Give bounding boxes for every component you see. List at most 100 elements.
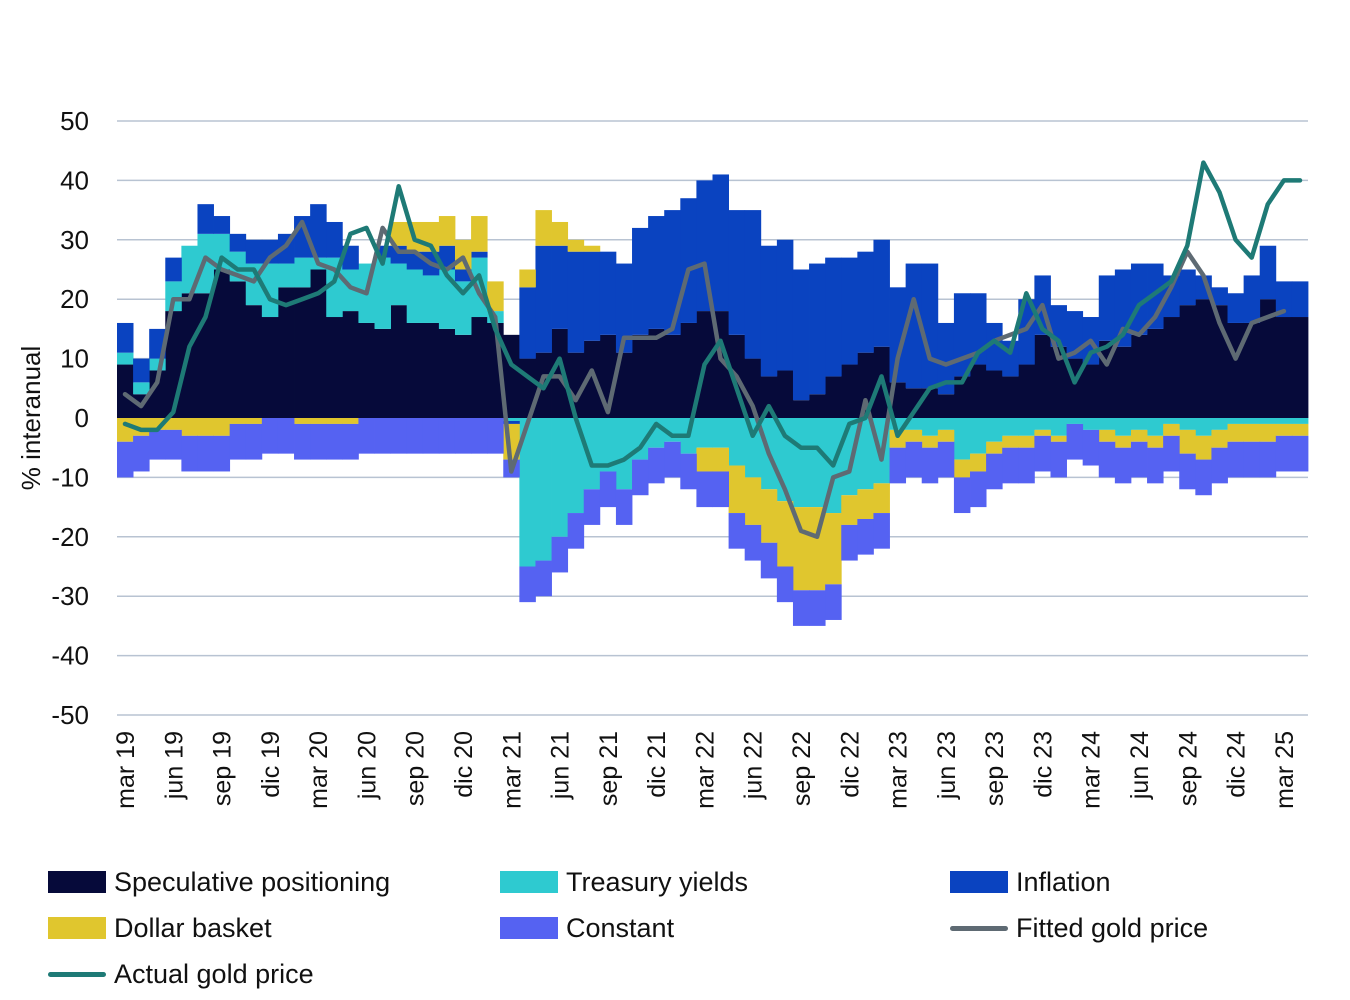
bar-dollar-basket [117, 418, 134, 442]
legend-item-speculative-positioning: Speculative positioning [48, 862, 390, 902]
bar-treasury-yields [599, 418, 617, 472]
bar-constant [873, 513, 890, 549]
y-tick-label: 20 [60, 284, 89, 314]
bar-speculative-positioning [229, 281, 247, 418]
bar-constant [1163, 435, 1180, 472]
bar-constant [229, 423, 247, 460]
bar-constant [1291, 435, 1309, 472]
bar-speculative-positioning [1163, 317, 1180, 418]
bar-constant [857, 518, 874, 555]
bar-dollar-basket [1211, 429, 1228, 448]
y-tick-label: -20 [51, 522, 89, 552]
bar-speculative-positioning [664, 334, 681, 418]
bar-treasury-yields [1002, 418, 1019, 436]
bar-treasury-yields [277, 263, 295, 288]
bar-constant [583, 489, 601, 525]
bar-inflation [792, 269, 810, 401]
bar-dollar-basket [1243, 423, 1261, 442]
bar-speculative-positioning [438, 328, 456, 418]
bar-speculative-positioning [454, 334, 472, 418]
bar-speculative-positioning [792, 400, 810, 418]
bar-inflation [1098, 275, 1116, 341]
y-tick-label: 10 [60, 344, 89, 374]
bar-inflation [1243, 275, 1261, 323]
legend-item-fitted-gold-price: Fitted gold price [950, 908, 1208, 948]
bar-dollar-basket [326, 418, 343, 424]
y-tick-label: -10 [51, 462, 89, 492]
bar-dollar-basket [1195, 435, 1212, 460]
bar-treasury-yields [583, 418, 601, 490]
line-actual-gold-price [122, 160, 1303, 468]
bar-constant [986, 453, 1003, 490]
bar-constant [1211, 447, 1228, 484]
legend-label: Fitted gold price [1016, 912, 1209, 943]
bar-constant [1050, 441, 1067, 478]
bar-speculative-positioning [1243, 322, 1261, 418]
bar-inflation [680, 198, 697, 323]
bar-treasury-yields [696, 418, 713, 448]
bar-constant [615, 489, 633, 525]
bar-treasury-yields [294, 257, 311, 288]
bar-treasury-yields [471, 257, 488, 318]
bar-speculative-positioning [294, 287, 311, 418]
bar-speculative-positioning [1018, 364, 1035, 418]
bar-constant [1002, 447, 1019, 484]
bar-treasury-yields [519, 418, 536, 567]
bar-treasury-yields [728, 418, 746, 466]
bar-constant [1147, 447, 1164, 484]
bar-dollar-basket [197, 418, 214, 436]
legend-label: Treasury yields [566, 866, 749, 897]
bar-constant [1130, 441, 1148, 478]
bar-constant [1227, 441, 1245, 478]
bar-inflation [519, 287, 536, 359]
x-tick-label: dic 21 [643, 731, 671, 798]
bar-constant [648, 447, 665, 484]
bar-constant [342, 423, 359, 460]
bar-constant [1195, 459, 1212, 496]
bar-dollar-basket [776, 501, 794, 567]
bar-dollar-basket [1130, 429, 1148, 442]
bar-inflation [632, 227, 649, 335]
bar-inflation [503, 420, 520, 424]
legend-swatch [950, 925, 1008, 931]
bar-speculative-positioning [937, 394, 955, 418]
x-tick-label: mar 22 [692, 731, 720, 809]
legend-label: Dollar basket [114, 912, 272, 943]
bar-constant [905, 441, 923, 478]
bar-constant [471, 418, 488, 454]
legend-label: Actual gold price [114, 958, 314, 989]
bar-speculative-positioning [342, 311, 359, 418]
bar-treasury-yields [986, 418, 1003, 442]
bar-inflation [1227, 293, 1245, 323]
bar-treasury-yields [1082, 418, 1100, 430]
bar-inflation [599, 251, 617, 335]
bar-treasury-yields [535, 418, 552, 561]
bar-treasury-yields [438, 269, 456, 329]
bar-inflation [471, 251, 488, 258]
bar-constant [1066, 423, 1084, 460]
bar-constant [841, 524, 858, 561]
bar-treasury-yields [567, 418, 585, 514]
bar-speculative-positioning [326, 317, 343, 418]
legend-swatch [500, 917, 558, 939]
bar-constant [374, 418, 392, 454]
bar-constant [1243, 441, 1261, 478]
bar-speculative-positioning [551, 328, 569, 418]
bar-constant [390, 418, 408, 454]
bar-constant [422, 418, 440, 454]
legend-label: Constant [566, 912, 675, 943]
legend-label: Speculative positioning [114, 866, 391, 897]
bar-inflation [905, 263, 923, 389]
bar-dollar-basket [857, 489, 874, 519]
bar-dollar-basket [1227, 423, 1245, 442]
bar-dollar-basket [165, 418, 182, 430]
bar-treasury-yields [921, 418, 939, 436]
bar-constant [1275, 435, 1293, 472]
bar-inflation [535, 245, 552, 353]
bar-inflation [165, 257, 182, 282]
legend-item-treasury-yields: Treasury yields [500, 862, 748, 902]
bar-speculative-positioning [422, 322, 440, 418]
bar-constant [696, 471, 713, 508]
bar-constant [953, 477, 971, 514]
bar-dollar-basket [760, 489, 778, 543]
